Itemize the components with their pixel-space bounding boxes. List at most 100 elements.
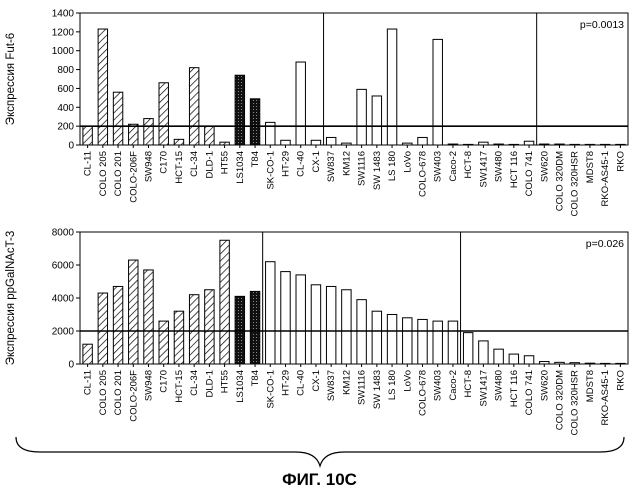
x-tick-label: LoVo: [402, 370, 413, 392]
x-tick-label: SW1417: [478, 151, 489, 187]
x-tick-label: COLO-678: [418, 151, 429, 197]
x-tick-label: LS1034: [235, 370, 246, 403]
x-tick-label: CL-34: [189, 151, 200, 177]
bar: [129, 124, 138, 145]
bar: [585, 144, 594, 145]
bar: [403, 318, 412, 364]
x-tick-label: DLD-1: [204, 151, 215, 178]
y-tick-label: 6000: [52, 261, 75, 272]
bar: [448, 321, 457, 364]
bar: [494, 349, 503, 364]
bar: [144, 270, 153, 364]
bar: [600, 363, 609, 364]
bar: [311, 285, 320, 364]
bar: [174, 311, 183, 364]
bar: [235, 296, 244, 364]
x-tick-label: MDST8: [585, 151, 596, 183]
bar: [296, 62, 305, 145]
bar: [326, 286, 335, 364]
x-tick-label: SW1116: [357, 370, 368, 405]
y-tick-label: 8000: [52, 228, 75, 239]
x-tick-label: COLO-206F: [128, 370, 139, 422]
bar: [403, 143, 412, 145]
x-tick-label: COLO 320DM: [555, 370, 566, 430]
y-tick-label: 1400: [52, 9, 75, 20]
bar: [555, 144, 564, 145]
bar: [98, 293, 107, 364]
x-tick-label: COLO-678: [418, 370, 429, 416]
x-tick-label: COLO 320HSR: [570, 370, 581, 436]
bar: [159, 321, 168, 364]
bar: [372, 96, 381, 145]
y-tick-label: 1000: [52, 46, 75, 57]
bar: [616, 144, 625, 145]
bar: [463, 333, 472, 364]
y-tick-label: 0: [68, 141, 74, 152]
x-tick-label: SW620: [539, 151, 550, 182]
x-tick-label: T84: [250, 370, 261, 386]
y-tick-label: 400: [57, 103, 74, 114]
bar: [494, 144, 503, 145]
bar: [570, 363, 579, 364]
bar: [296, 275, 305, 364]
bar: [174, 139, 183, 145]
x-tick-label: RKO: [615, 370, 626, 391]
x-tick-label: SW837: [326, 151, 337, 182]
bar: [433, 39, 442, 145]
x-tick-label: SW1417: [478, 370, 489, 406]
x-tick-label: COLO 205: [98, 370, 109, 415]
x-tick-label: MDST8: [585, 370, 596, 402]
x-tick-label: SW948: [144, 370, 155, 401]
bar: [113, 286, 122, 364]
x-tick-label: LoVo: [402, 151, 413, 173]
y-tick-label: 1200: [52, 27, 75, 38]
bar: [266, 262, 275, 364]
x-tick-label: SW403: [433, 151, 444, 182]
bar: [524, 356, 533, 364]
x-tick-label: Caco-2: [448, 151, 459, 182]
x-tick-label: HCT 116: [509, 370, 520, 407]
x-tick-label: RKO: [615, 151, 626, 172]
y-tick-label: 4000: [52, 294, 75, 305]
x-tick-label: SK-CO-1: [265, 151, 276, 190]
x-tick-label: CL-11: [83, 151, 94, 176]
chart-ppgalnact3: 02000400060008000Экспрессия ppGalNAcT-3C…: [5, 228, 628, 436]
x-tick-label: LS 180: [387, 151, 398, 181]
x-tick-label: COLO 320HSR: [570, 151, 581, 217]
bar: [585, 363, 594, 364]
bar: [189, 68, 198, 145]
bar: [555, 362, 564, 364]
x-tick-label: HCT-8: [463, 370, 474, 397]
bar: [570, 144, 579, 145]
bar: [479, 341, 488, 364]
x-tick-label: SW620: [539, 370, 550, 401]
x-tick-label: COLO 320DM: [555, 151, 566, 211]
x-tick-label: LS1034: [235, 151, 246, 184]
x-tick-label: SW403: [433, 370, 444, 401]
bar: [448, 144, 457, 145]
x-tick-label: SW 1483: [372, 370, 383, 409]
bar: [281, 272, 290, 364]
y-axis-label: Экспрессия ppGalNAcT-3: [5, 231, 17, 366]
x-tick-label: C170: [159, 151, 170, 174]
bar: [463, 144, 472, 145]
bar: [387, 29, 396, 145]
bar: [205, 126, 214, 145]
bar: [235, 75, 244, 145]
bar: [220, 240, 229, 364]
x-tick-label: HT55: [220, 370, 231, 393]
y-tick-label: 200: [57, 122, 74, 133]
x-tick-label: KM12: [341, 151, 352, 176]
x-tick-label: HCT-15: [174, 370, 185, 403]
bar: [509, 354, 518, 364]
bar: [250, 99, 259, 145]
x-tick-label: HCT-8: [463, 151, 474, 178]
y-tick-label: 2000: [52, 327, 75, 338]
x-tick-label: CL-34: [189, 370, 200, 396]
x-tick-label: SW480: [494, 151, 505, 182]
x-tick-label: T84: [250, 151, 261, 167]
bar: [540, 144, 549, 145]
bar: [220, 142, 229, 145]
x-tick-label: CX-1: [311, 151, 322, 173]
p-value-annotation: p=0.026: [586, 238, 624, 250]
